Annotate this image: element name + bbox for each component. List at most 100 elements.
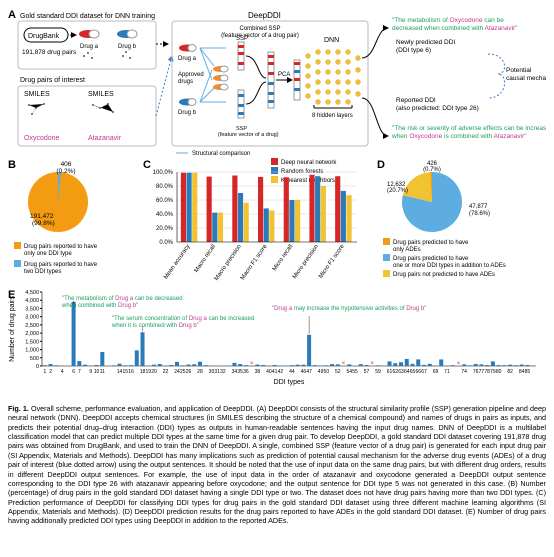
svg-text:22: 22	[163, 369, 169, 375]
svg-text:when combined with Drug b": when combined with Drug b"	[61, 303, 138, 309]
svg-text:Macro F1 score: Macro F1 score	[240, 243, 269, 281]
dnn: 8 hidden layers	[306, 50, 361, 119]
svg-text:(DDI type 6): (DDI type 6)	[396, 47, 431, 54]
svg-text:40.0%: 40.0%	[156, 212, 174, 218]
panel-a: A Gold standard DDI dataset for DNN trai…	[8, 8, 546, 158]
svg-text:×: ×	[342, 361, 346, 367]
svg-text:7: 7	[78, 369, 81, 375]
svg-text:9: 9	[89, 369, 92, 375]
svg-text:"The metabolism of Oxycodone c: "The metabolism of Oxycodone can be	[392, 17, 504, 24]
figure-caption: Fig. 1. Overall scheme, performance eval…	[8, 404, 546, 526]
svg-text:Deep neural network: Deep neural network	[281, 160, 337, 166]
svg-text:Macro precision: Macro precision	[214, 244, 243, 282]
svg-text:406: 406	[61, 161, 72, 168]
svg-text:3,000: 3,000	[25, 315, 39, 321]
svg-text:"The metabolism of Drug a can: "The metabolism of Drug a can be decreas…	[62, 296, 183, 302]
svg-text:2,500: 2,500	[25, 323, 39, 329]
svg-text:×: ×	[457, 361, 461, 367]
svg-text:26: 26	[186, 369, 192, 375]
svg-text:only ADEs: only ADEs	[393, 247, 421, 253]
svg-text:47,877: 47,877	[469, 204, 488, 210]
svg-text:10: 10	[94, 369, 100, 375]
panel-c: C Deep neural network Random forests K-n…	[143, 158, 371, 288]
svg-text:(20.7%): (20.7%)	[387, 188, 408, 194]
svg-text:Drug pairs reported to have: Drug pairs reported to have	[24, 244, 98, 250]
svg-text:Drug pairs predicted to have: Drug pairs predicted to have	[393, 240, 469, 246]
svg-text:(also predicted: DDI type 26): (also predicted: DDI type 26)	[396, 105, 479, 112]
svg-text:59: 59	[375, 369, 381, 375]
svg-text:74: 74	[461, 369, 467, 375]
svg-text:SMILES: SMILES	[24, 91, 50, 98]
svg-text:38: 38	[255, 369, 261, 375]
svg-text:191,472: 191,472	[30, 213, 54, 220]
svg-text:52: 52	[335, 369, 341, 375]
svg-text:"Drug a may increase the hypot: "Drug a may increase the hypotensive act…	[272, 306, 426, 312]
svg-text:B: B	[8, 159, 16, 171]
svg-text:57: 57	[364, 369, 370, 375]
svg-text:Macro recall: Macro recall	[194, 244, 218, 274]
svg-text:one or more DDI types in addit: one or more DDI types in addition to ADE…	[393, 263, 506, 269]
svg-text:8 hidden layers: 8 hidden layers	[312, 113, 353, 119]
svg-text:11: 11	[100, 369, 105, 375]
svg-text:Micro recall: Micro recall	[272, 244, 295, 273]
svg-text:2: 2	[49, 369, 52, 375]
svg-text:DeepDDI: DeepDDI	[248, 11, 281, 20]
svg-text:55: 55	[352, 369, 358, 375]
svg-text:6: 6	[72, 369, 75, 375]
svg-text:Drug pairs of interest: Drug pairs of interest	[20, 77, 85, 84]
ssp-vec-b: SSP	[236, 90, 247, 132]
svg-text:1,500: 1,500	[25, 339, 39, 345]
svg-text:Newly predicted DDI: Newly predicted DDI	[396, 39, 455, 46]
panel-e: E 05001,0001,5002,0002,5003,0003,5004,00…	[8, 288, 546, 398]
svg-text:85: 85	[525, 369, 531, 375]
svg-text:Approved: Approved	[178, 72, 204, 78]
svg-text:DDI types: DDI types	[274, 379, 305, 386]
svg-text:16: 16	[128, 369, 134, 375]
svg-text:Oxycodone: Oxycodone	[24, 135, 60, 142]
svg-text:Drug pairs reported to have: Drug pairs reported to have	[24, 262, 98, 268]
svg-text:Number of drug pairs: Number of drug pairs	[9, 296, 16, 362]
svg-text:47: 47	[306, 369, 312, 375]
svg-text:(0.7%): (0.7%)	[423, 167, 441, 173]
svg-text:Drug pairs not predicted to ha: Drug pairs not predicted to have ADEs	[393, 272, 495, 278]
svg-text:(99.8%): (99.8%)	[32, 220, 55, 227]
svg-text:"The serum concentration of Dr: "The serum concentration of Drug a can b…	[112, 316, 254, 322]
svg-text:20: 20	[151, 369, 157, 375]
svg-text:50: 50	[324, 369, 330, 375]
svg-text:D: D	[377, 159, 385, 171]
svg-text:Gold standard DDI dataset for: Gold standard DDI dataset for DNN traini…	[20, 13, 155, 20]
ssp-vec-a: SSP	[236, 36, 248, 70]
svg-text:only one DDI type: only one DDI type	[24, 251, 72, 257]
svg-text:44: 44	[289, 369, 295, 375]
svg-text:C: C	[143, 159, 151, 171]
svg-text:1,000: 1,000	[25, 348, 39, 354]
svg-text:(78.6%): (78.6%)	[469, 211, 490, 217]
svg-text:Combined SSP: Combined SSP	[239, 26, 280, 32]
svg-text:DNN: DNN	[324, 37, 339, 44]
svg-text:69: 69	[433, 369, 439, 375]
svg-text:(feature vector of a drug pair: (feature vector of a drug pair)	[221, 33, 299, 39]
svg-text:1: 1	[43, 369, 46, 375]
svg-text:A: A	[8, 9, 16, 21]
panel-b: B 406 (0.2%) 191,472 (99.8%) Drug pairs …	[8, 158, 137, 288]
svg-text:Atazanavir: Atazanavir	[88, 135, 122, 142]
svg-text:when it is combined with Drug: when it is combined with Drug b"	[111, 323, 199, 329]
svg-text:Drug b: Drug b	[178, 110, 197, 116]
svg-text:71: 71	[444, 369, 450, 375]
svg-text:36: 36	[243, 369, 249, 375]
svg-text:2,000: 2,000	[25, 331, 39, 337]
svg-text:×: ×	[371, 361, 375, 367]
svg-text:PCA: PCA	[278, 72, 290, 78]
svg-text:67: 67	[421, 369, 427, 375]
svg-text:80: 80	[496, 369, 502, 375]
svg-text:42: 42	[278, 369, 284, 375]
svg-text:two DDI types: two DDI types	[24, 269, 61, 275]
svg-text:191,878 drug pairs: 191,878 drug pairs	[22, 49, 77, 56]
svg-text:when Oxycodone is combined wit: when Oxycodone is combined with Atazanav…	[391, 133, 527, 140]
svg-text:SMILES: SMILES	[88, 91, 114, 98]
svg-text:decreased when combined with A: decreased when combined with Atazanavir"	[392, 25, 518, 32]
svg-text:0: 0	[36, 364, 39, 370]
svg-text:"The risk or severity of adver: "The risk or severity of adverse effects…	[392, 125, 546, 132]
svg-text:DrugBank: DrugBank	[28, 33, 60, 40]
svg-text:4,000: 4,000	[25, 298, 39, 304]
